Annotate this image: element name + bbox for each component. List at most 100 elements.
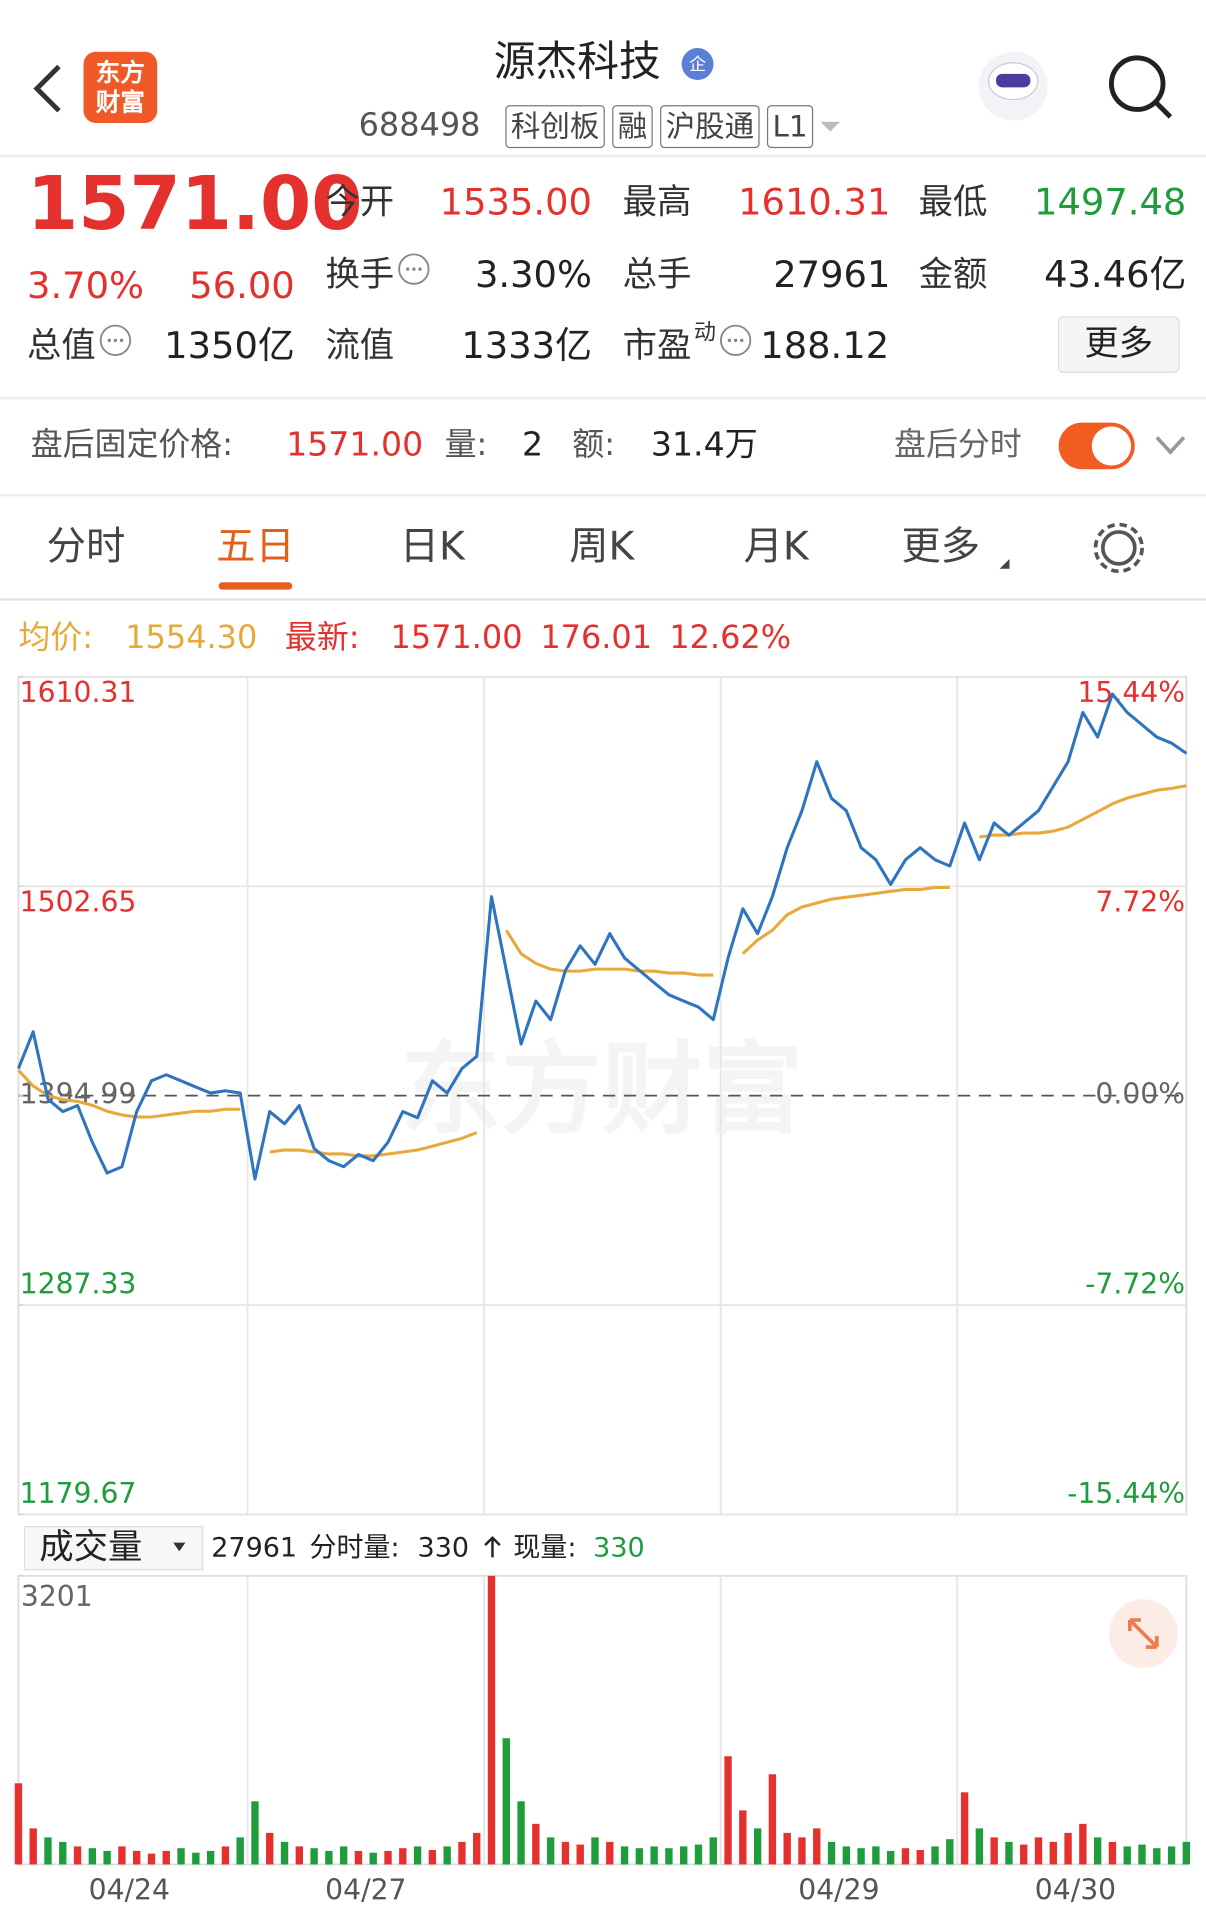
info-icon[interactable] <box>398 253 430 285</box>
volume-bar <box>768 1774 777 1865</box>
volume-total: 27961 <box>211 1532 297 1563</box>
x-tick-label: 04/24 <box>89 1873 170 1906</box>
tab[interactable]: 分时 <box>47 525 126 570</box>
volume-bar <box>413 1846 422 1865</box>
now-vol-label: 现量: <box>513 1532 576 1563</box>
volume-bar <box>606 1841 614 1865</box>
volume-bar <box>295 1846 304 1865</box>
volume-bar <box>1079 1823 1087 1865</box>
back-button[interactable] <box>33 64 61 113</box>
tab[interactable]: 五日 <box>216 525 295 570</box>
x-tick-label: 04/27 <box>325 1873 406 1906</box>
logo[interactable] <box>83 51 158 123</box>
y-tick-label: 1610.31 <box>20 676 137 709</box>
tab[interactable]: 更多 <box>901 525 980 570</box>
tab[interactable]: 周K <box>569 525 635 570</box>
tag-text: L1 <box>772 109 807 143</box>
x-tick-label: 04/29 <box>798 1873 879 1906</box>
volume-bar <box>517 1801 525 1865</box>
volume-bar <box>680 1846 688 1865</box>
legend-value: 176.01 <box>540 618 652 656</box>
legend-value: 1554.30 <box>125 618 257 656</box>
avatar[interactable] <box>978 51 1048 121</box>
stat-value: 1610.31 <box>738 181 890 224</box>
tag <box>505 105 605 149</box>
volume-bar <box>1167 1846 1176 1865</box>
after-amount: 31.4万 <box>651 424 758 463</box>
stat-value: 188.12 <box>760 324 889 367</box>
tag-text: 科创板 <box>511 109 599 143</box>
y-tick-label: 1287.33 <box>20 1267 137 1300</box>
logo-text: 东方 <box>96 58 145 87</box>
y2-tick-label: 0.00% <box>1095 1078 1185 1111</box>
volume-frame <box>17 1574 1188 1866</box>
tab[interactable]: 月K <box>744 525 810 570</box>
volume-bar <box>1138 1844 1146 1865</box>
volume-title: 成交量 <box>39 1527 142 1567</box>
info-dot <box>113 338 118 343</box>
stat-value: 1333亿 <box>461 324 592 367</box>
volume-bar <box>753 1828 762 1865</box>
volume-bar <box>14 1783 23 1865</box>
price-line <box>16 692 1188 1181</box>
volume-bar <box>1034 1837 1043 1865</box>
volume-bar <box>739 1810 747 1865</box>
info-icon[interactable] <box>99 324 132 357</box>
volume-bar <box>931 1846 939 1865</box>
stat-label: 最高 <box>623 183 692 223</box>
stat-label: 市盈 <box>623 326 692 366</box>
volume-bar <box>339 1846 348 1865</box>
after-label: 盘后固定价格: <box>31 425 233 463</box>
change-pct: 3.70% <box>27 264 144 307</box>
info-dot <box>412 267 416 271</box>
selector-arrow <box>173 1542 186 1552</box>
tab-underline <box>218 582 293 590</box>
y2-tick-label: -7.72% <box>1085 1267 1185 1300</box>
dropdown[interactable] <box>820 121 841 132</box>
info-icon[interactable] <box>719 324 752 357</box>
volume-bar <box>1182 1841 1191 1865</box>
volume-bar <box>369 1852 377 1865</box>
stat-label: 金额 <box>919 255 988 295</box>
volume-bar <box>990 1837 998 1865</box>
tab[interactable]: 日K <box>400 525 466 570</box>
stat-label: 今开 <box>325 183 394 223</box>
volume-bar <box>724 1756 732 1865</box>
stat-label: 换手 <box>325 255 394 295</box>
volume-bar <box>487 1575 496 1865</box>
volume-bar <box>266 1832 274 1865</box>
volume-bar <box>901 1848 910 1865</box>
y-tick-label: 3201 <box>21 1580 93 1613</box>
search-handle <box>1153 100 1173 119</box>
volume-bar <box>1123 1846 1131 1865</box>
logo-text: 财富 <box>96 87 145 116</box>
badge-text: 企 <box>689 55 706 75</box>
chevron[interactable] <box>1155 436 1186 455</box>
volume-bar <box>798 1837 806 1865</box>
now-vol: 330 <box>593 1532 645 1563</box>
volume-bar <box>620 1846 629 1865</box>
stat-label: 最低 <box>919 183 988 223</box>
volume-bar <box>694 1844 703 1865</box>
settings-icon[interactable] <box>1100 530 1137 566</box>
change: 56.00 <box>189 264 294 307</box>
volume-bar <box>399 1848 407 1865</box>
stat-sup: 动 <box>694 319 716 345</box>
volume-bar <box>147 1853 156 1865</box>
volume-bar <box>916 1850 924 1865</box>
stat-value: 1535.00 <box>440 181 592 224</box>
volume-selector[interactable] <box>23 1526 204 1571</box>
volume-bar <box>1108 1841 1117 1865</box>
more-button[interactable] <box>1058 316 1180 373</box>
info-dot <box>107 338 111 343</box>
volume-bar <box>842 1846 851 1865</box>
volume-bar <box>354 1850 363 1865</box>
stat-value: 1350亿 <box>164 324 295 367</box>
search-icon[interactable] <box>1108 55 1166 112</box>
volume-bar <box>946 1839 954 1865</box>
info-dot <box>119 338 124 343</box>
volume-bar <box>783 1832 791 1865</box>
price-line <box>17 784 1187 1158</box>
